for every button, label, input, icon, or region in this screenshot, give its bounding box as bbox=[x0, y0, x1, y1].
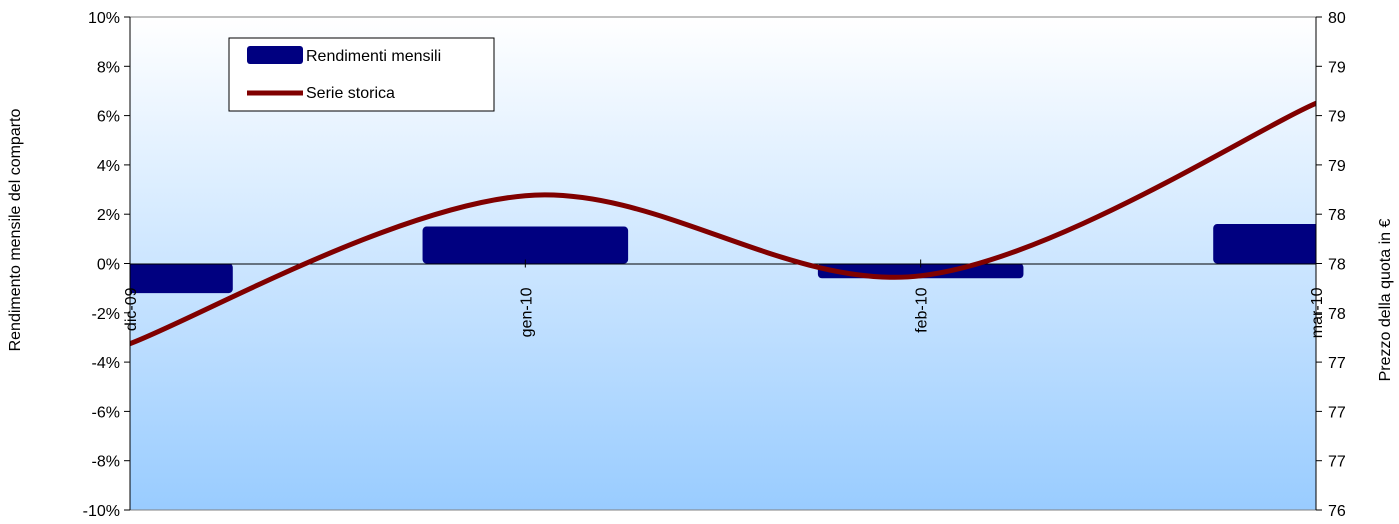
right-tick-label: 77 bbox=[1328, 404, 1346, 421]
right-tick-label: 78 bbox=[1328, 257, 1346, 274]
left-tick-label: 6% bbox=[97, 109, 120, 126]
x-tick-label: gen-10 bbox=[518, 287, 535, 337]
left-tick-label: 2% bbox=[97, 207, 120, 224]
line-series bbox=[130, 100, 1316, 347]
right-tick-label: 78 bbox=[1328, 207, 1346, 224]
left-tick-label: 4% bbox=[97, 158, 120, 175]
bar-dic-09 bbox=[130, 263, 233, 294]
left-tick-label: -8% bbox=[92, 454, 120, 471]
right-tick-label: 78 bbox=[1328, 306, 1346, 323]
x-axis-ticks: dic-09 gen-10 feb-10 mar-10 bbox=[123, 259, 1326, 338]
right-tick-label: 79 bbox=[1328, 158, 1346, 175]
legend-label-bar: Rendimenti mensili bbox=[306, 48, 441, 65]
y-axis-label: Rendimento mensile del comparto bbox=[7, 109, 24, 352]
left-tick-label: -2% bbox=[92, 306, 120, 323]
right-tick-label: 77 bbox=[1328, 454, 1346, 471]
right-tick-label: 79 bbox=[1328, 109, 1346, 126]
line-serie-storica bbox=[130, 100, 1316, 347]
legend: Rendimenti mensili Serie storica bbox=[228, 37, 495, 112]
left-tick-label: -6% bbox=[92, 404, 120, 421]
right-tick-label: 79 bbox=[1328, 59, 1346, 76]
left-tick-label: -4% bbox=[92, 355, 120, 372]
left-tick-label: 10% bbox=[88, 10, 120, 27]
left-tick-label: -10% bbox=[83, 503, 120, 520]
x-tick-label: dic-09 bbox=[123, 287, 140, 331]
left-tick-label: 0% bbox=[97, 257, 120, 274]
y-axis-label-right: Prezzo della quota in € bbox=[1377, 219, 1394, 382]
bar-gen-10 bbox=[422, 226, 629, 264]
x-tick-label: mar-10 bbox=[1309, 287, 1326, 338]
left-tick-label: 8% bbox=[97, 59, 120, 76]
x-tick-label: feb-10 bbox=[914, 287, 931, 332]
left-axis-ticks: -10% -8% -6% -4% -2% 0% 2% 4% 6% 8% 10% bbox=[83, 10, 130, 520]
bar-mar-10 bbox=[1213, 224, 1316, 264]
legend-swatch-bar bbox=[247, 46, 303, 64]
right-tick-label: 76 bbox=[1328, 503, 1346, 520]
right-tick-label: 77 bbox=[1328, 355, 1346, 372]
right-tick-label: 80 bbox=[1328, 10, 1346, 27]
right-axis-ticks: 76 77 77 77 78 78 78 79 79 79 80 bbox=[1316, 10, 1346, 520]
legend-label-line: Serie storica bbox=[306, 85, 395, 102]
